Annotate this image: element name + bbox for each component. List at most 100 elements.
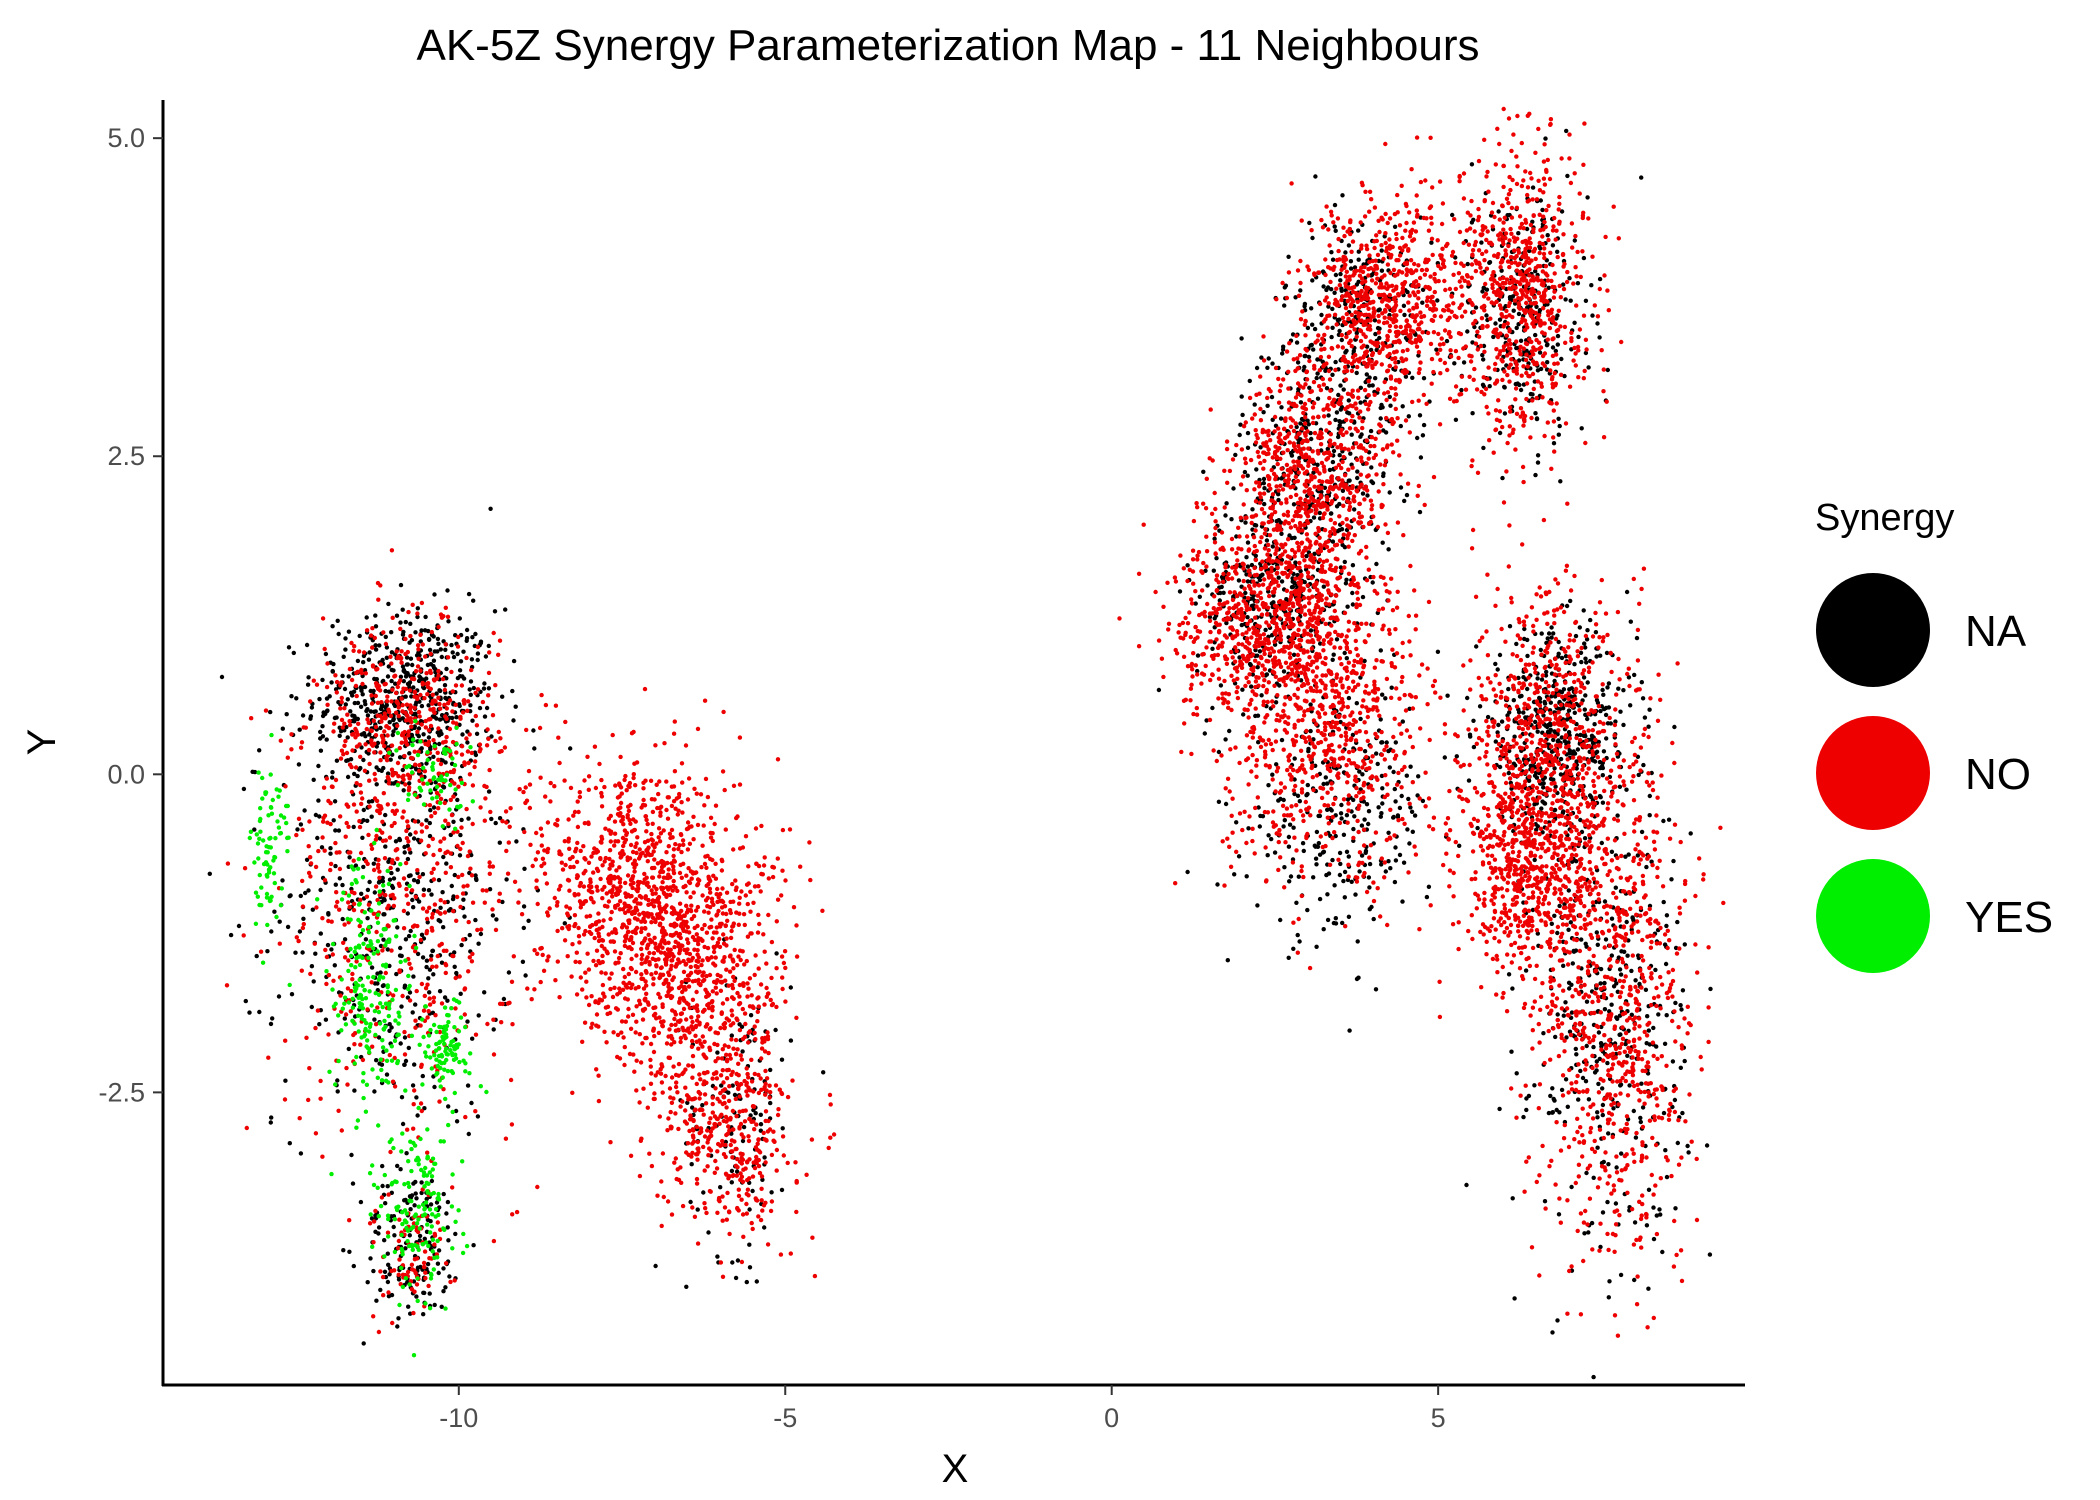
data-point (1282, 303, 1287, 308)
data-point (320, 616, 326, 621)
data-point (1573, 1046, 1579, 1052)
data-point (466, 919, 471, 925)
data-point (493, 927, 499, 933)
data-point (384, 758, 390, 763)
data-point (342, 1016, 347, 1021)
data-point (370, 664, 376, 669)
data-point (531, 728, 536, 733)
data-point (1634, 635, 1640, 641)
data-point (450, 896, 456, 902)
data-point (1342, 559, 1348, 565)
data-point (1278, 520, 1284, 525)
data-point (1523, 968, 1529, 973)
data-point (1336, 392, 1341, 398)
data-point (389, 548, 395, 553)
data-point (1633, 978, 1638, 983)
data-point (384, 699, 390, 704)
data-point (1240, 412, 1245, 418)
data-point (1417, 509, 1423, 515)
data-point (306, 675, 311, 680)
data-point (307, 1066, 312, 1071)
data-point (405, 856, 411, 862)
data-point (774, 951, 779, 956)
data-point (622, 777, 627, 783)
data-point (300, 904, 306, 909)
data-point (343, 738, 348, 744)
data-point (417, 874, 422, 880)
data-point (1559, 356, 1564, 362)
data-point (269, 1115, 274, 1120)
data-point (1258, 445, 1263, 450)
data-point (1461, 360, 1467, 365)
data-point (548, 799, 553, 804)
data-point (361, 864, 366, 870)
data-point (1279, 531, 1284, 536)
data-point (380, 819, 385, 824)
data-point (374, 683, 379, 688)
data-point (375, 971, 380, 976)
data-point (1333, 921, 1339, 926)
data-point (1546, 1110, 1552, 1116)
data-point (411, 1181, 416, 1186)
data-point (672, 719, 677, 724)
data-point (1625, 1053, 1630, 1059)
data-point (1356, 249, 1362, 254)
data-point (1197, 594, 1203, 599)
data-point (734, 1169, 740, 1174)
data-point (386, 859, 391, 864)
data-point (1212, 616, 1217, 621)
data-point (318, 1096, 323, 1101)
data-point (1373, 331, 1378, 337)
data-point (443, 870, 448, 875)
data-point (1270, 544, 1276, 549)
data-point (459, 752, 465, 757)
data-point (1471, 217, 1476, 222)
data-point (1330, 372, 1335, 377)
data-point (563, 862, 568, 868)
data-point (451, 794, 456, 799)
data-point (415, 614, 420, 620)
data-point (322, 878, 328, 883)
data-point (645, 859, 650, 864)
data-point (1380, 786, 1385, 791)
data-point (1555, 342, 1561, 347)
data-point (334, 890, 339, 895)
data-point (1261, 481, 1267, 486)
data-point (1202, 731, 1208, 736)
data-point (421, 1008, 427, 1013)
data-point (1657, 1207, 1662, 1212)
data-point (1373, 987, 1379, 992)
data-point (427, 990, 432, 995)
data-point (316, 798, 321, 803)
data-point (352, 1088, 357, 1093)
data-point (315, 1008, 321, 1013)
data-point (788, 985, 793, 990)
data-point (1582, 641, 1587, 646)
data-point (1602, 899, 1608, 904)
data-point (685, 1100, 690, 1106)
data-point (437, 1099, 442, 1104)
data-point (1313, 856, 1319, 861)
data-point (258, 949, 264, 954)
data-point (441, 948, 447, 953)
data-point (1355, 469, 1360, 474)
data-point (497, 1001, 503, 1006)
data-point (333, 840, 338, 846)
data-point (747, 1207, 752, 1212)
data-point (427, 647, 433, 653)
data-point (480, 699, 486, 705)
data-point (1352, 265, 1358, 270)
data-point (444, 1211, 449, 1216)
data-point (413, 630, 418, 635)
data-point (396, 680, 401, 686)
data-point (1579, 937, 1584, 942)
data-point (1407, 841, 1412, 846)
data-point (391, 903, 397, 909)
data-point (618, 951, 623, 956)
data-point (1279, 579, 1285, 584)
data-point (1331, 652, 1336, 657)
data-point (1629, 968, 1634, 974)
data-point (1325, 446, 1331, 452)
data-point (301, 916, 306, 921)
data-point (1585, 628, 1590, 633)
